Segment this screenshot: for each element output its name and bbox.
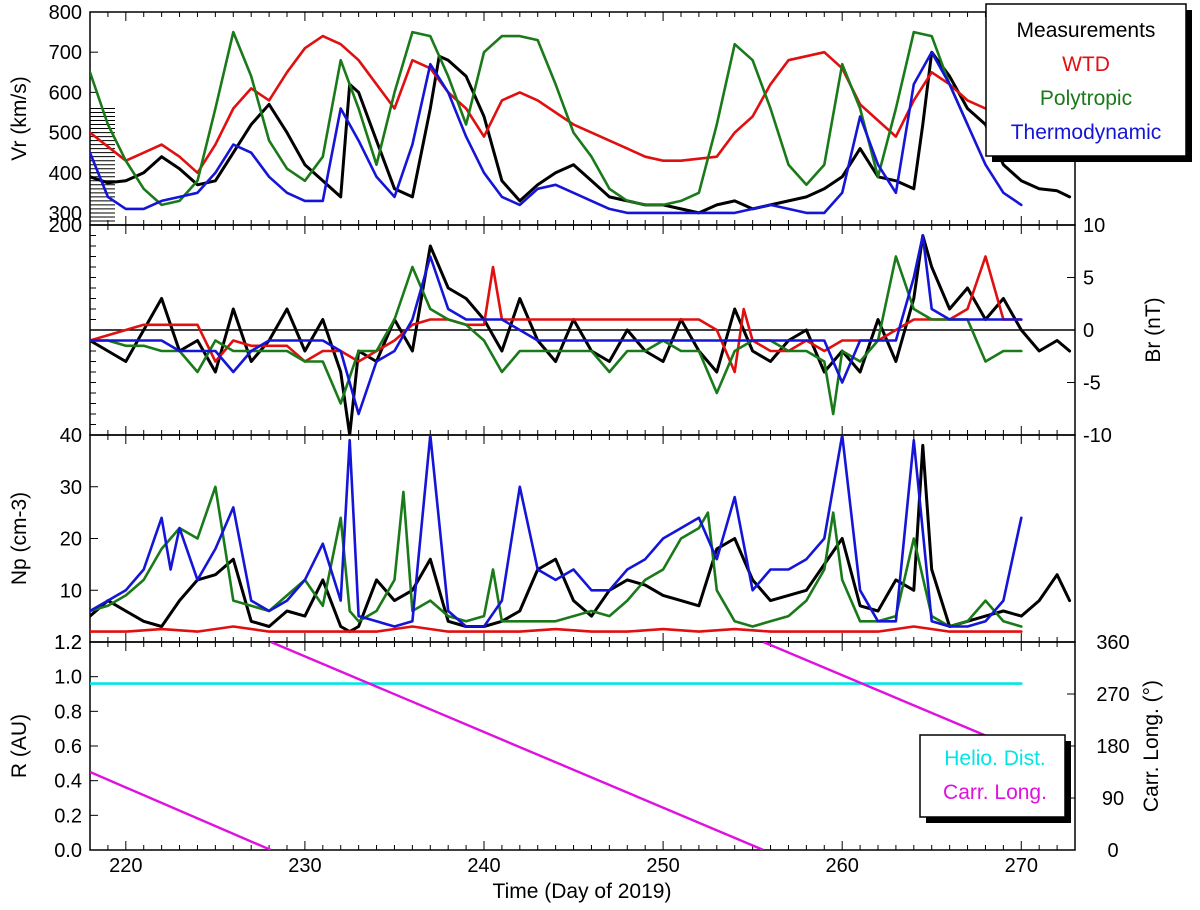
y-tick-label: 20 [60,529,82,551]
y-tick-label: 0.4 [54,771,82,793]
y2-axis-label: Carr. Long. (°) [1140,680,1163,812]
y-tick-label: 700 [49,42,82,64]
series-line-measurements [90,443,1072,634]
y2-tick-label: 180 [1096,736,1129,758]
series-line-thermodynamic [90,435,1023,628]
series-group [90,234,1072,435]
panel-3: 10 20 30 40 Np (cm-3) [8,425,1076,643]
series-line-measurements [90,50,1072,215]
x-tick-label: 250 [646,855,679,877]
legend-entry: Helio. Dist. [944,747,1046,770]
series-line-polytropic [90,255,1023,416]
panel-2: -10 -5 0 5 10 200 Br (nT) [49,215,1165,447]
x-tick-label: 260 [825,855,858,877]
series-group [90,30,1072,215]
series-line-wtd [90,34,1023,175]
legend-position: Helio. Dist. Carr. Long. [919,734,1071,823]
legend-velocity: Measurements WTD Polytropic Thermodynamic [985,3,1192,162]
y2-tick-label: 270 [1096,684,1129,706]
y2-tick-label: 0 [1107,840,1118,862]
series-line-wtd [90,255,1023,374]
series-line-carr-long [270,642,764,850]
y-axis-label: Vr (km/s) [8,76,31,160]
legend-entry: WTD [1062,53,1110,76]
y-tick-label: 0.8 [54,701,82,723]
y-tick-label: 40 [60,425,82,447]
y-axis-label: Br (nT) [1142,297,1165,362]
x-tick-label: 220 [109,855,142,877]
y-tick-label: 0.2 [54,805,82,827]
series-line-wtd [90,625,1023,633]
y-tick-label: 1.0 [54,667,82,689]
y-tick-label: 1.2 [54,632,82,654]
series-line-polytropic [90,485,1023,628]
y-axis-label: Np (cm-3) [8,492,31,585]
plot-frame [89,434,1076,643]
y-tick-label: 0.6 [54,736,82,758]
y-tick-label: 5 [1083,268,1094,290]
legend-entry: Thermodynamic [1011,121,1162,144]
y2-tick-label: 90 [1102,788,1124,810]
y-tick-label: 30 [60,477,82,499]
y-tick-label: -10 [1083,425,1112,447]
y-tick-label: 10 [60,580,82,602]
x-axis-label: Time (Day of 2019) [493,880,672,903]
y-tick-label: 300 [49,203,82,225]
y-tick-label: 10 [1083,215,1105,237]
y-tick-label: 800 [49,2,82,24]
y-tick-label: 600 [49,82,82,104]
series-line-carr-long [762,642,1022,752]
series-group [90,642,1023,850]
x-tick-label: 270 [1005,855,1038,877]
series-line-polytropic [90,30,969,207]
y-tick-label: 1.2 [54,632,82,654]
y-tick-label: 0 [1083,320,1094,342]
legend-entry: Polytropic [1040,87,1132,110]
x-axis: Time (Day of 2019) [493,880,672,903]
x-tick-label: 230 [288,855,321,877]
series-line-carr-long [90,770,272,850]
y-tick-label: 0.0 [54,840,82,862]
panel-1: 300 400 500 600 700 800 Vr (km/s) [8,2,1076,226]
y-tick-label: -5 [1083,373,1101,395]
series-line-thermodynamic [90,234,1023,416]
series-group [90,435,1072,634]
series-line-thermodynamic [90,50,1023,215]
series-line-measurements [90,234,1072,435]
legend-box [919,734,1066,818]
y-tick-label: 400 [49,163,82,185]
y2-tick-label: 360 [1096,632,1129,654]
legend-box [985,3,1187,157]
y-tick-label: 200 [49,215,82,237]
y-axis-label: R (AU) [8,714,31,778]
legend-entry: Measurements [1017,19,1156,42]
y-tick-label: 500 [49,123,82,145]
x-tick-label: 240 [467,855,500,877]
legend-entry: Carr. Long. [943,781,1047,804]
